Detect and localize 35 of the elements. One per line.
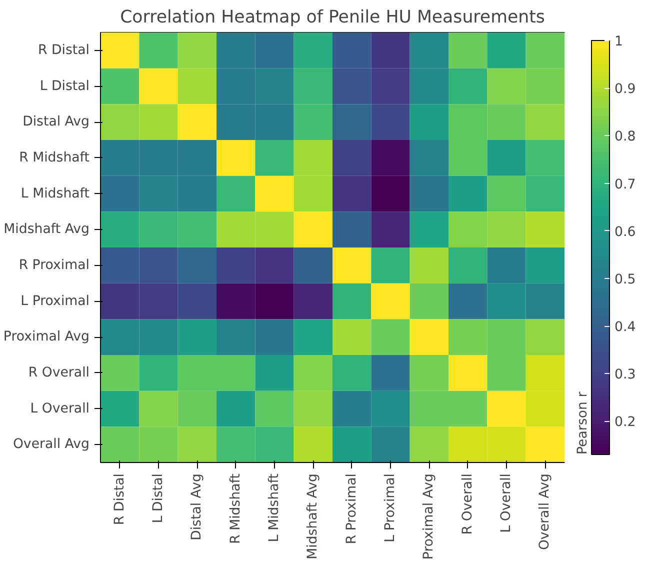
x-tick-label: L Distal xyxy=(151,473,166,524)
y-tick-label: L Overall xyxy=(30,401,90,416)
color-bar-label: 0.7 xyxy=(614,177,636,192)
y-tick-label: R Overall xyxy=(28,365,90,380)
color-bar-label: 0.9 xyxy=(614,82,636,98)
y-tick-label: L Proximal xyxy=(20,294,90,309)
x-tick-label: R Overall xyxy=(460,473,476,535)
x-tick-label: L Overall xyxy=(499,473,514,533)
y-tick-label: Overall Avg xyxy=(12,437,90,452)
color-bar-label: 1 xyxy=(614,34,623,50)
color-bar-label: 0.6 xyxy=(614,224,636,240)
x-tick-label: Overall Avg xyxy=(538,473,553,550)
y-tick-label: R Proximal xyxy=(18,258,90,273)
x-tick-label: Proximal Avg xyxy=(422,473,437,560)
x-tick-label: Midshaft Avg xyxy=(306,474,321,560)
x-tick-label: R Midshaft xyxy=(228,473,244,544)
y-tick-label: R Midshaft xyxy=(19,150,90,166)
color-bar-label: 0.8 xyxy=(614,130,636,145)
y-tick-label: Midshaft Avg xyxy=(4,222,90,238)
y-tick-label: L Distal xyxy=(40,78,90,94)
color-bar-label: 0.2 xyxy=(614,415,636,430)
x-tick-label: L Midshaft xyxy=(267,473,282,542)
x-tick-label: Distal Avg xyxy=(190,473,205,540)
y-tick-label: Proximal Avg xyxy=(3,330,90,345)
y-tick-label: L Midshaft xyxy=(20,186,90,202)
x-tick-label: R Distal xyxy=(112,473,128,526)
color-bar-title: Pearson r xyxy=(576,391,590,454)
color-bar-label: 0.4 xyxy=(614,320,636,336)
y-tick-label: R Distal xyxy=(38,42,90,58)
color-bar-label: 0.3 xyxy=(614,368,636,383)
chart-title: Correlation Heatmap of Penile HU Measurements xyxy=(120,8,545,28)
y-tick-label: Distal Avg xyxy=(22,114,90,130)
color-bar-label: 0.5 xyxy=(614,272,636,288)
x-tick-label: R Proximal xyxy=(344,473,360,544)
x-tick-label: L Proximal xyxy=(383,473,398,542)
